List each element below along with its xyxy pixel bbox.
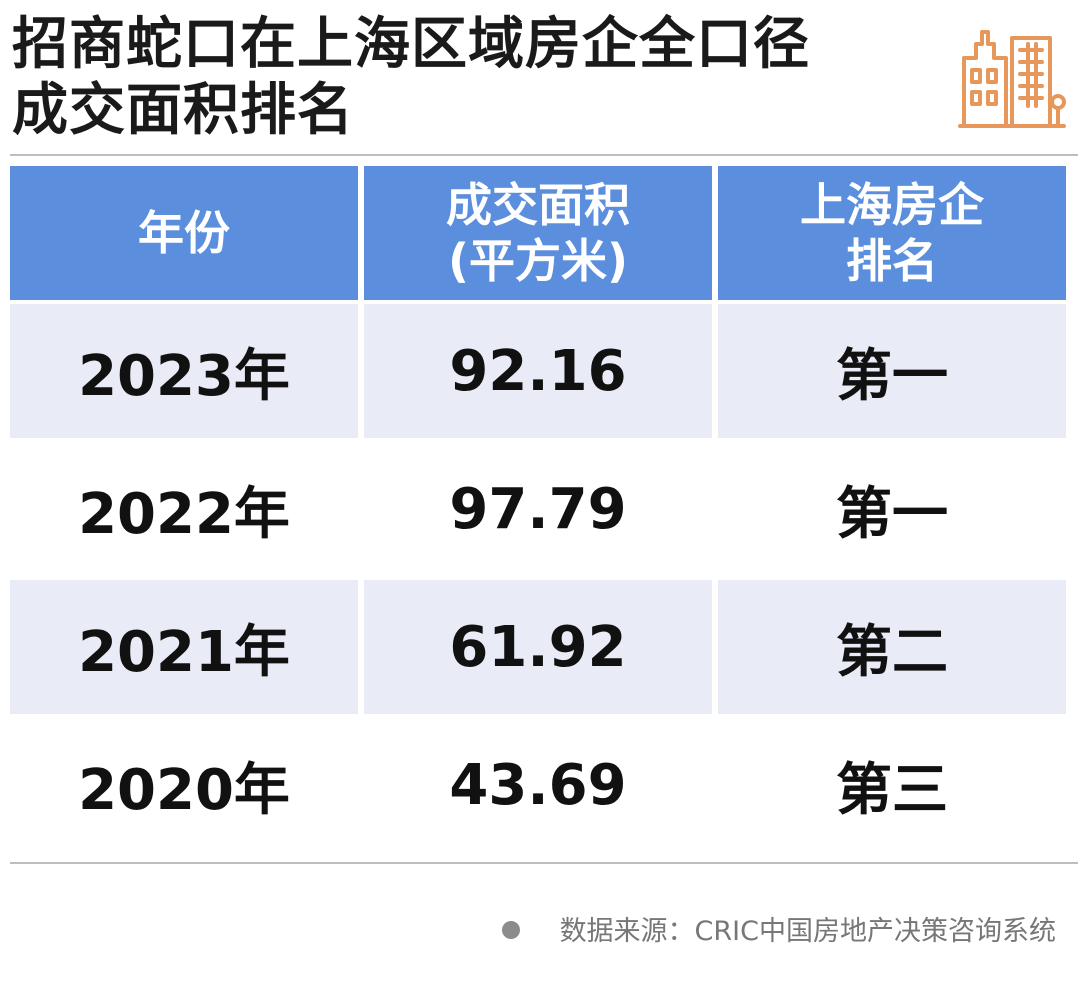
top-divider <box>10 154 1078 156</box>
cell-area: 97.79 <box>364 442 712 576</box>
building-icon <box>958 30 1066 128</box>
page-title: 招商蛇口在上海区域房企全口径 成交面积排名 <box>12 12 932 144</box>
header-year: 年份 <box>10 166 358 300</box>
bullet-dot-icon <box>501 920 520 939</box>
source-note: 数据来源：CRIC中国房地产决策咨询系统 <box>501 912 1056 952</box>
cell-year: 2022年 <box>10 442 358 576</box>
cell-area: 43.69 <box>364 718 712 852</box>
table-row: 2022年 97.79 第一 <box>10 442 1066 576</box>
cell-rank: 第三 <box>718 718 1066 852</box>
title-line-2: 成交面积排名 <box>12 78 354 143</box>
cell-year: 2023年 <box>10 304 358 438</box>
cell-year: 2020年 <box>10 718 358 852</box>
table-row: 2020年 43.69 第三 <box>10 718 1066 852</box>
table-row: 2023年 92.16 第一 <box>10 304 1066 438</box>
cell-area: 61.92 <box>364 580 712 714</box>
cell-rank: 第一 <box>718 442 1066 576</box>
title-line-1: 招商蛇口在上海区域房企全口径 <box>12 12 810 77</box>
bottom-divider <box>10 862 1078 864</box>
cell-rank: 第二 <box>718 580 1066 714</box>
cell-rank: 第一 <box>718 304 1066 438</box>
table-row: 2021年 61.92 第二 <box>10 580 1066 714</box>
source-text: 数据来源：CRIC中国房地产决策咨询系统 <box>559 916 1056 947</box>
cell-year: 2021年 <box>10 580 358 714</box>
ranking-table: 年份 成交面积 (平方米) 上海房企 排名 2023年 92.16 第一 202… <box>4 162 1072 856</box>
header-area: 成交面积 (平方米) <box>364 166 712 300</box>
cell-area: 92.16 <box>364 304 712 438</box>
header-rank: 上海房企 排名 <box>718 166 1066 300</box>
table-header-row: 年份 成交面积 (平方米) 上海房企 排名 <box>10 166 1066 300</box>
